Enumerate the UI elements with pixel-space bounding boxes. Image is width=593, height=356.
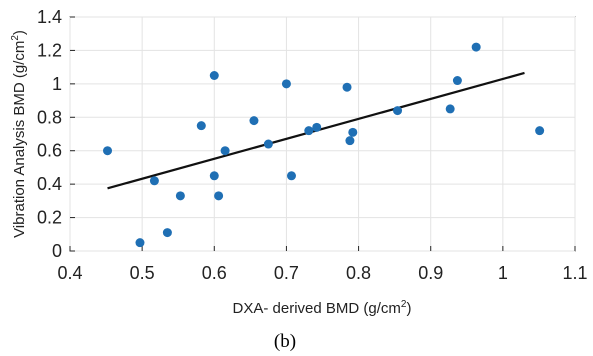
x-axis-label: DXA- derived BMD (g/cm2) bbox=[233, 299, 412, 317]
data-point bbox=[220, 146, 230, 156]
y-tick-label: 1.4 bbox=[37, 7, 62, 27]
y-tick-label: 0.4 bbox=[37, 174, 62, 194]
y-axis-label: Vibration Analysis BMD (g/cm2) bbox=[10, 30, 28, 238]
x-tick-label: 0.5 bbox=[130, 263, 155, 283]
data-point bbox=[149, 176, 159, 186]
figure-caption: (b) bbox=[274, 331, 296, 352]
y-axis-ticks: 0 0.2 0.4 0.6 0.8 1 1.2 1.4 bbox=[37, 7, 75, 261]
x-tick-label: 0.9 bbox=[418, 263, 443, 283]
data-point bbox=[175, 191, 185, 201]
data-point bbox=[209, 171, 219, 181]
data-point bbox=[286, 171, 296, 181]
y-tick-label: 0.8 bbox=[37, 107, 62, 127]
data-point bbox=[312, 122, 322, 132]
x-axis-ticks: 0.4 0.5 0.6 0.7 0.8 0.9 1 1.1 bbox=[57, 246, 588, 283]
data-point bbox=[162, 228, 172, 238]
data-point bbox=[471, 42, 481, 52]
data-point bbox=[304, 126, 314, 136]
data-point bbox=[214, 191, 224, 201]
data-point bbox=[445, 104, 455, 114]
y-tick-label: 0.6 bbox=[37, 141, 62, 161]
x-tick-label: 0.4 bbox=[57, 263, 82, 283]
data-point bbox=[281, 79, 291, 89]
y-tick-label: 1 bbox=[52, 74, 62, 94]
data-point bbox=[393, 106, 403, 116]
data-point bbox=[249, 116, 259, 126]
x-tick-label: 0.6 bbox=[202, 263, 227, 283]
data-point bbox=[103, 146, 113, 156]
data-point bbox=[196, 121, 206, 131]
data-point bbox=[342, 82, 352, 92]
data-point bbox=[535, 126, 545, 136]
x-tick-label: 0.7 bbox=[274, 263, 299, 283]
x-tick-label: 1 bbox=[498, 263, 508, 283]
x-tick-label: 0.8 bbox=[346, 263, 371, 283]
data-point bbox=[209, 71, 219, 80]
data-point bbox=[263, 139, 273, 149]
plot-area bbox=[69, 16, 576, 252]
y-tick-label: 0 bbox=[52, 241, 62, 261]
y-tick-label: 0.2 bbox=[37, 208, 62, 228]
data-point bbox=[135, 238, 145, 248]
y-tick-label: 1.2 bbox=[37, 40, 62, 60]
data-points bbox=[103, 42, 545, 248]
data-point bbox=[345, 136, 355, 146]
x-tick-label: 1.1 bbox=[562, 263, 587, 283]
data-point bbox=[452, 76, 462, 86]
data-point bbox=[348, 127, 358, 137]
